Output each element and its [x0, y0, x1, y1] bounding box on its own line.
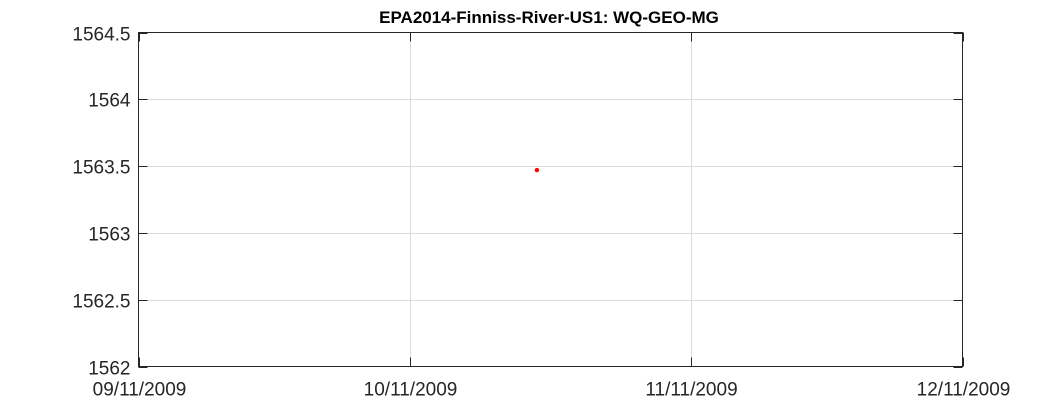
- grid-lines: [138, 32, 963, 367]
- y-tick-label: 1562.5: [72, 292, 130, 313]
- y-tick-label: 1564: [88, 91, 131, 112]
- x-axis: 09/11/2009 10/11/2009 11/11/2009 12/11/2009: [93, 32, 1011, 401]
- y-tick-label: 1562: [88, 359, 130, 380]
- x-tick-label: 09/11/2009: [93, 380, 187, 401]
- data-point: [534, 167, 540, 173]
- x-tick-label: 10/11/2009: [364, 380, 458, 401]
- y-axis: 1564.5 1564 1563.5 1563 1562.5 1562: [72, 25, 963, 380]
- chart-title: EPA2014-Finniss-River-US1: WQ-GEO-MG: [379, 8, 719, 27]
- data-series: [534, 167, 540, 173]
- y-tick-label: 1564.5: [72, 25, 130, 46]
- y-tick-label: 1563.5: [72, 158, 130, 179]
- y-tick-label: 1563: [88, 225, 130, 246]
- x-tick-label: 11/11/2009: [645, 380, 737, 401]
- x-tick-label: 12/11/2009: [917, 380, 1011, 401]
- plot-area: [138, 32, 963, 367]
